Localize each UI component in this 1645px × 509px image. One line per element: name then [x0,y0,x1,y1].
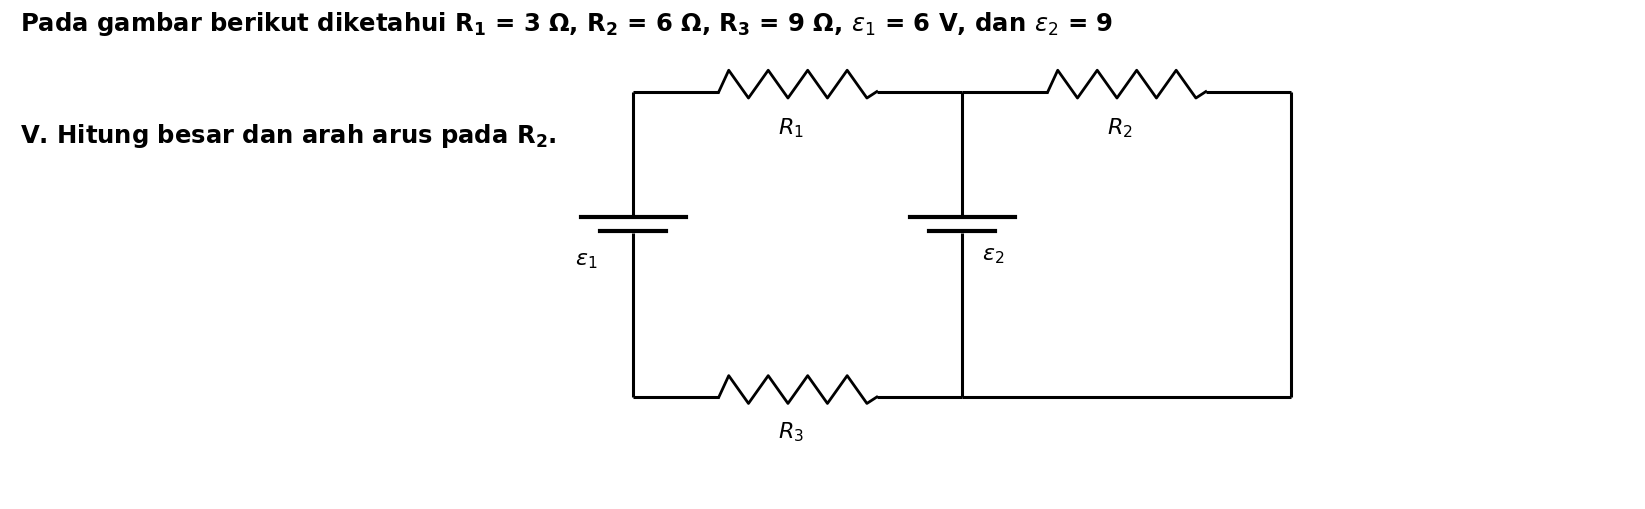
Text: $R_3$: $R_3$ [778,420,804,443]
Text: Pada gambar berikut diketahui $\mathbf{R_1}$ = 3 $\mathbf{\Omega}$, $\mathbf{R_2: Pada gambar berikut diketahui $\mathbf{R… [20,10,1114,38]
Text: $\varepsilon_2$: $\varepsilon_2$ [982,244,1005,266]
Text: $\varepsilon_1$: $\varepsilon_1$ [574,249,597,271]
Text: V. Hitung besar dan arah arus pada $\mathbf{R_2}$.: V. Hitung besar dan arah arus pada $\mat… [20,122,556,150]
Text: $R_1$: $R_1$ [778,116,804,139]
Text: $R_2$: $R_2$ [1107,116,1133,139]
